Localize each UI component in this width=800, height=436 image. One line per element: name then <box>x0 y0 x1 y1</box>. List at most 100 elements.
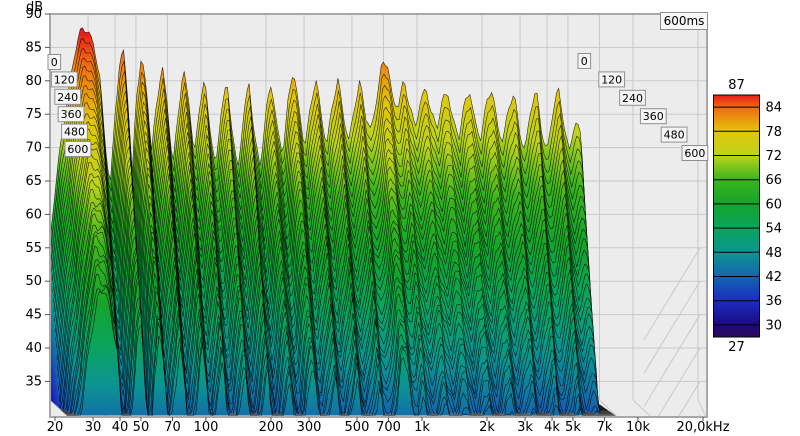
decay-slice-outline <box>57 151 604 408</box>
time-label-box <box>619 89 646 106</box>
db-tick-label: 60 <box>25 207 42 222</box>
colorbar-tick-label: 42 <box>766 270 783 285</box>
freq-tick-label: 10k <box>626 420 651 435</box>
db-tick-label: 75 <box>25 107 42 122</box>
colorbar-min-label: 27 <box>728 340 745 355</box>
decay-slice-outline <box>52 65 597 403</box>
time-label: 600 <box>67 143 88 156</box>
time-label: 120 <box>54 73 75 86</box>
db-axis: 90 85 80 75 70 65 60 55 50 45 40 35 <box>25 7 50 389</box>
time-label: 240 <box>57 91 78 104</box>
freq-tick-label: 3k <box>517 420 533 435</box>
decay-slice-outline <box>50 27 594 401</box>
sidewall-gridline <box>643 280 701 374</box>
db-tick-label: 85 <box>25 40 42 55</box>
freq-tick-label: 500 <box>345 420 370 435</box>
decay-slice-outline <box>62 224 610 412</box>
time-label-box <box>54 88 82 105</box>
decay-slice-outline <box>56 139 603 407</box>
sidewall-gridline <box>643 247 701 341</box>
freq-tick-label: 50 <box>133 420 150 435</box>
db-tick-label: 45 <box>25 308 42 323</box>
db-tick-label: 65 <box>25 174 42 189</box>
freq-tick-label: 70 <box>164 420 181 435</box>
db-tick-label: 35 <box>25 374 42 389</box>
freq-axis: 20 30 40 50 70 100 200 300 500 700 1k 2k 3k 4k 5k 7k 10k… <box>47 417 730 435</box>
decay-slice-outline <box>54 113 600 405</box>
decay-slice-outline <box>64 259 613 415</box>
freq-tick-label: 700 <box>376 420 401 435</box>
db-tick-label: 55 <box>25 241 42 256</box>
time-label-box <box>57 106 85 123</box>
decay-slice-outline <box>52 75 597 403</box>
time-label-box <box>681 145 709 161</box>
freq-tick-label: 7k <box>597 420 613 435</box>
decay-slice-outline <box>61 207 608 411</box>
time-label-box <box>64 141 92 157</box>
decay-slice-outline <box>67 290 616 416</box>
freq-gridline-floor <box>599 399 618 417</box>
colorbar: 87 27 84 78 72 66 60 54 48 42 36 30 <box>713 78 783 355</box>
time-label: 600 <box>684 147 705 160</box>
db-tick-label: 90 <box>25 7 42 22</box>
waterfall-surface <box>50 27 616 416</box>
decay-slice-outline <box>58 173 605 409</box>
colorbar-tick-label: 66 <box>766 173 783 188</box>
colorbar-tick-label: 54 <box>766 222 783 237</box>
decay-slice-outline <box>50 38 594 401</box>
db-tick-label: 70 <box>25 141 42 156</box>
freq-gridline-floor <box>632 399 652 417</box>
colorbar-tick-label: 60 <box>766 197 783 212</box>
freq-tick-label: 300 <box>297 420 322 435</box>
decay-slice-outline <box>59 189 607 410</box>
decay-slice-outline <box>66 285 615 416</box>
freq-tick-label: 30 <box>85 420 102 435</box>
time-label-box <box>61 123 88 140</box>
colorbar-max-label: 87 <box>728 78 745 93</box>
decay-slice-outline <box>58 162 605 409</box>
freq-tick-label: 1k <box>414 420 430 435</box>
decay-slice-outline <box>60 202 608 411</box>
time-label: 480 <box>664 129 685 142</box>
decay-slice-outline <box>55 128 602 406</box>
colorbar-scale <box>713 94 760 338</box>
decay-slice-outline <box>53 85 598 404</box>
decay-slice-outline <box>55 121 601 406</box>
sidewall-gridline <box>643 314 701 407</box>
colorbar-tick-label: 72 <box>766 149 783 164</box>
time-label: 240 <box>622 92 643 105</box>
time-label-box <box>47 54 62 70</box>
colorbar-tick-label: 78 <box>766 125 783 140</box>
decay-slice-outline <box>53 92 599 404</box>
time-label: 480 <box>64 126 85 139</box>
sidewall-gridline <box>657 347 701 417</box>
time-label-box <box>660 126 688 143</box>
colorbar-tick-label: 84 <box>766 101 783 116</box>
colorbar-tick-label: 36 <box>766 294 783 309</box>
time-label: 360 <box>643 110 664 123</box>
plot-border <box>49 13 708 418</box>
freq-tick-label: 20,0kHz <box>676 420 729 435</box>
db-tick-label: 40 <box>25 341 42 356</box>
freq-gridline-floor <box>50 399 69 417</box>
db-tick-label: 50 <box>25 274 42 289</box>
time-label: 360 <box>61 108 82 121</box>
decay-slice <box>67 291 616 416</box>
time-label: 0 <box>51 56 58 69</box>
time-label-box <box>598 71 626 88</box>
decay-slice-outline <box>59 179 606 410</box>
decay-slice-outline <box>50 48 595 402</box>
freq-gridline-floor <box>697 399 707 417</box>
time-label: 120 <box>601 73 622 86</box>
decay-slice-outline <box>63 230 611 413</box>
decay-slice-outline <box>57 146 603 407</box>
time-label-box <box>50 71 78 88</box>
time-label: 0 <box>581 55 588 68</box>
colorbar-tick-label: 30 <box>766 318 783 333</box>
freq-tick-label: 2k <box>479 420 495 435</box>
freq-tick-label: 40 <box>112 420 129 435</box>
decay-slice-outline <box>64 245 612 414</box>
time-label-box <box>639 108 667 125</box>
